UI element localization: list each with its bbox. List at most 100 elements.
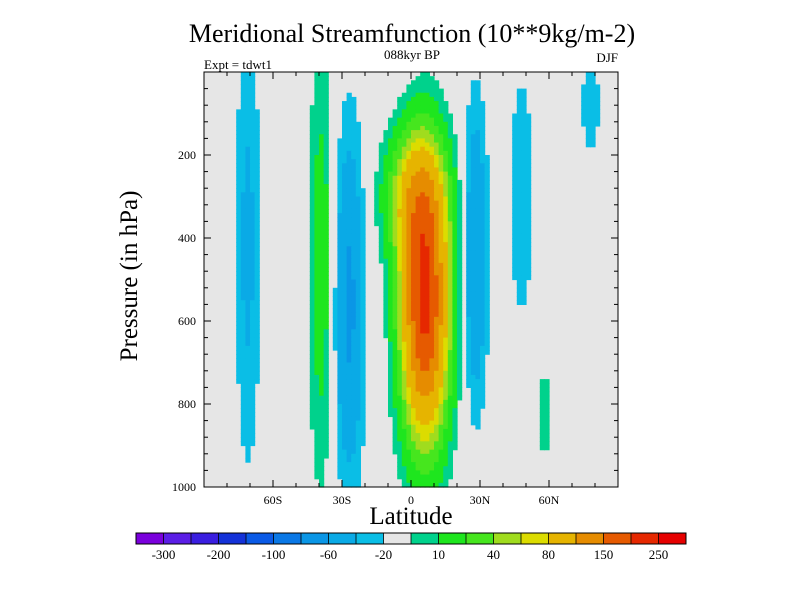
contour-cell [452,134,458,139]
contour-cell [245,304,251,310]
colorbar-swatch [383,533,412,544]
contour-cell [429,321,435,326]
contour-cell [388,275,394,281]
contour-cell [434,258,440,264]
contour-cell [438,474,444,480]
contour-cell [397,167,403,173]
contour-cell [406,138,412,144]
contour-cell [438,374,444,380]
contour-cell [420,213,426,218]
contour-cell [337,391,343,397]
contour-cell [250,196,256,202]
contour-cell [346,175,352,181]
contour-cell [383,179,389,185]
contour-cell [250,296,256,301]
contour-cell [521,184,527,189]
contour-cell [447,283,453,289]
contour-cell [374,200,380,206]
contour-cell [397,420,403,426]
contour-cell [466,175,472,181]
contour-cell [250,428,256,434]
contour-cell [470,370,476,376]
contour-cell [240,196,246,202]
contour-cell [355,316,361,322]
contour-cell [447,138,453,144]
contour-cell [411,184,417,189]
contour-cell [351,379,357,384]
contour-cell [406,130,412,135]
contour-cell [236,379,242,384]
contour-cell [360,225,366,231]
contour-cell [392,221,398,227]
contour-cell [443,374,449,380]
contour-cell [397,246,403,252]
contour-cell [438,200,444,206]
contour-cell [401,250,407,256]
contour-cell [323,279,329,285]
contour-cell [429,262,435,268]
contour-cell [351,196,357,202]
contour-cell [250,179,256,185]
contour-cell [342,229,348,235]
contour-cell [516,109,522,115]
y-tick-label: 200 [178,148,196,162]
contour-cell [319,204,325,210]
contour-cell [250,345,256,351]
contour-cell [420,325,426,330]
contour-cell [240,341,246,347]
contour-cell [388,408,394,413]
contour-cell [480,262,486,268]
contour-cell [415,188,421,193]
contour-cell [415,433,421,438]
contour-cell [470,379,476,384]
contour-cell [346,275,352,281]
contour-cell [470,130,476,135]
contour-cell [309,221,315,227]
contour-cell [415,478,421,484]
contour-cell [452,300,458,305]
contour-cell [595,92,601,98]
contour-cell [250,437,256,442]
contour-cell [342,462,348,467]
contour-cell [438,159,444,164]
contour-cell [466,370,472,376]
contour-cell [411,163,417,169]
contour-cell [429,117,435,123]
contour-cell [512,217,518,222]
contour-cell [438,150,444,156]
contour-cell [429,167,435,173]
contour-cell [351,362,357,368]
contour-cell [250,304,256,310]
contour-cell [346,474,352,480]
contour-cell [470,192,476,198]
contour-cell [480,171,486,177]
contour-cell [314,325,320,330]
contour-cell [401,221,407,227]
colorbar-swatch [493,533,522,544]
contour-cell [406,420,412,426]
contour-cell [590,113,596,119]
contour-cell [240,329,246,335]
contour-cell [424,80,430,86]
contour-cell [480,200,486,206]
contour-cell [429,341,435,347]
contour-cell [388,395,394,401]
contour-cell [466,117,472,123]
contour-cell [429,354,435,359]
contour-cell [470,254,476,260]
contour-cell [319,291,325,297]
contour-cell [360,208,366,214]
contour-cell [447,146,453,152]
contour-cell [429,192,435,198]
contour-cell [323,138,329,144]
contour-cell [438,138,444,144]
contour-cell [323,217,329,222]
contour-cell [323,321,329,326]
contour-cell [415,416,421,422]
contour-cell [309,204,315,210]
contour-cell [346,424,352,430]
contour-cell [420,383,426,388]
contour-cell [319,146,325,152]
contour-cell [429,466,435,471]
contour-cell [484,279,490,285]
